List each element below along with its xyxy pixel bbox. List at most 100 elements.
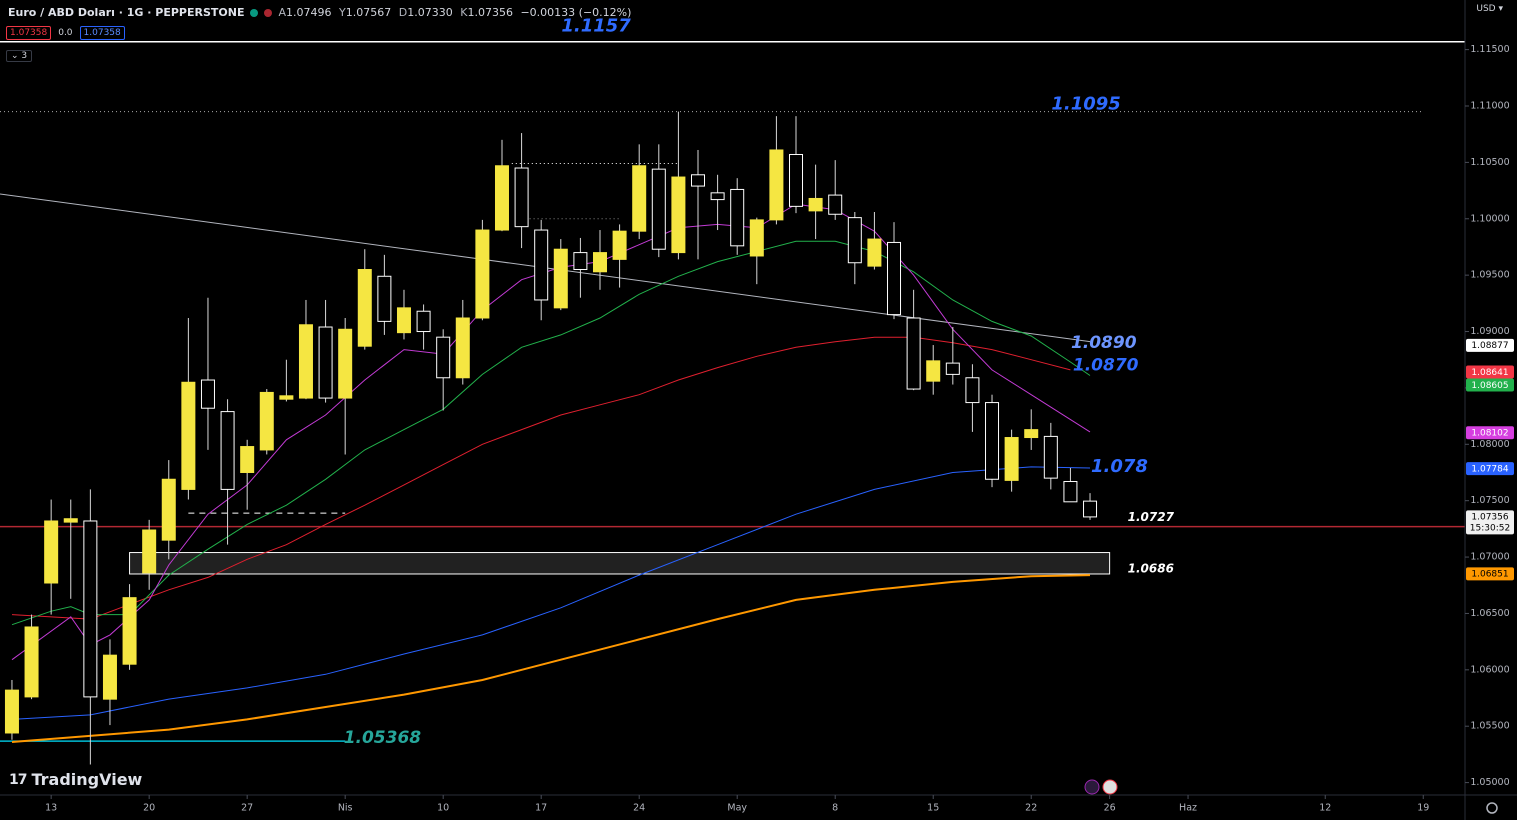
change: −0.00133 (−0.12%): [520, 6, 632, 19]
candle-body: [455, 317, 470, 379]
candle-body: [4, 689, 19, 734]
moving-average: [11, 574, 1091, 743]
y-tick-label: 1.06500: [1470, 608, 1509, 619]
candle-body: [396, 307, 411, 334]
candle-body: [749, 219, 764, 257]
countdown: 15:30:52: [1470, 523, 1510, 533]
time-axis-bg: [0, 795, 1517, 820]
ohlc: A1.07496 Y1.07567 D1.07330 K1.07356 −0.0…: [278, 6, 631, 19]
candle-body: [318, 326, 333, 399]
price-tag-label: 1.08641: [1471, 368, 1508, 378]
annotation: 1.1157: [561, 16, 631, 37]
candle-body: [475, 229, 490, 319]
candle-body: [122, 597, 137, 665]
candle-body: [357, 269, 372, 347]
x-tick-label: May: [727, 803, 747, 814]
status-dot: [250, 8, 259, 17]
annotation: 1.0727: [1128, 510, 1175, 524]
candle-body: [279, 395, 294, 400]
y-tick-label: 1.05500: [1470, 721, 1509, 732]
event-icon: [1084, 779, 1100, 795]
price-tag-label: 1.07356: [1471, 513, 1508, 523]
candle-body: [553, 248, 568, 309]
candle-body: [691, 174, 706, 187]
y-tick-label: 1.09500: [1470, 270, 1509, 281]
candle-body: [906, 317, 921, 390]
price-tag: [1466, 567, 1514, 581]
candle-body: [926, 360, 941, 382]
ohlc-key: Y: [339, 6, 346, 19]
logo: 17 TradingView: [9, 770, 142, 789]
y-tick-label: 1.08000: [1470, 439, 1509, 450]
candle-body: [1004, 437, 1019, 481]
price-tag-label: 1.07784: [1471, 464, 1508, 474]
candle-body: [847, 217, 862, 264]
x-tick-label: 15: [927, 803, 939, 814]
y-tick-label: 1.09000: [1470, 326, 1509, 337]
candle-body: [808, 197, 823, 212]
price-tag-label: 1.08102: [1471, 429, 1508, 439]
x-tick-label: Nis: [338, 803, 353, 814]
x-tick-label: 8: [832, 803, 838, 814]
annotation: 1.078: [1091, 456, 1148, 477]
x-tick-label: 27: [241, 803, 253, 814]
moving-average: [11, 203, 1091, 661]
candle-body: [240, 446, 255, 473]
ohlc-key: D: [398, 6, 408, 19]
sell-button[interactable]: 1.07358: [6, 26, 52, 40]
candle-body: [24, 626, 39, 698]
candle-body: [338, 328, 353, 399]
candle-body: [945, 362, 960, 375]
x-tick-label: 24: [633, 803, 645, 814]
currency-menu[interactable]: USD ▾: [1476, 4, 1503, 14]
candle-body: [887, 241, 902, 316]
zone-box: [129, 552, 1111, 575]
price-tag-label: 1.06851: [1471, 570, 1508, 580]
x-tick-label: 17: [535, 803, 547, 814]
annotation: 1.1095: [1051, 94, 1120, 115]
moving-average: [11, 466, 1091, 720]
price-tag-label: 1.08605: [1471, 381, 1508, 391]
moving-average: [11, 336, 1071, 620]
logo-text: TradingView: [31, 770, 143, 789]
x-tick-label: 13: [45, 803, 57, 814]
price-tag: [1466, 338, 1514, 352]
y-tick-label: 1.07500: [1470, 495, 1509, 506]
y-tick-label: 1.05000: [1470, 777, 1509, 788]
candle-body: [710, 192, 725, 201]
symbol[interactable]: Euro / ABD Doları · 1G · PEPPERSTONE: [8, 6, 245, 19]
candle-body: [965, 377, 980, 404]
price-tag-label: 1.08877: [1471, 341, 1508, 351]
x-tick-label: 26: [1104, 803, 1116, 814]
x-tick-label: Haz: [1179, 803, 1197, 814]
moving-average: [11, 240, 1091, 626]
ohlc-key: A: [278, 6, 287, 19]
y-tick-label: 1.11000: [1470, 101, 1509, 112]
x-tick-label: 10: [437, 803, 449, 814]
settings-button[interactable]: [1486, 802, 1498, 814]
price-tag: [1466, 426, 1514, 440]
indicator-toggle[interactable]: ⌄ 3: [6, 50, 33, 62]
buy-button[interactable]: 1.07358: [79, 26, 125, 40]
flag-icon: [1102, 779, 1118, 795]
x-tick-label: 12: [1319, 803, 1331, 814]
currency: USD: [1476, 4, 1496, 14]
y-tick-label: 1.10500: [1470, 157, 1509, 168]
y-tick-label: 1.11500: [1470, 44, 1509, 55]
price-tag: [1466, 462, 1514, 476]
ohlc-value: 1.07567: [345, 6, 392, 19]
candle-body: [651, 168, 666, 250]
candle-body: [730, 188, 745, 247]
price-tag: [1466, 378, 1514, 392]
candle-body: [220, 411, 235, 490]
x-tick-label: 19: [1417, 803, 1429, 814]
candle-body: [161, 478, 176, 541]
candle-body: [200, 379, 215, 409]
candle-body: [181, 381, 196, 490]
y-tick-label: 1.10000: [1470, 213, 1509, 224]
candle-body: [436, 336, 451, 379]
candle-body: [494, 165, 509, 231]
candle-body: [259, 391, 274, 451]
